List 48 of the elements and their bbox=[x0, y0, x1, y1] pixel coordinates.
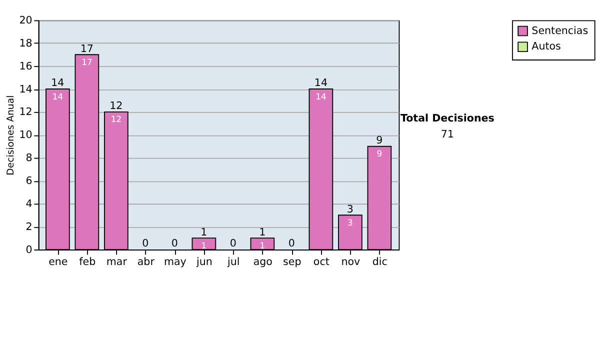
total-label: 0 bbox=[288, 238, 295, 250]
data-label: 12 bbox=[110, 114, 122, 124]
total-label: 14 bbox=[51, 77, 64, 90]
y-tick-label: 4 bbox=[26, 198, 32, 210]
data-label: 1 bbox=[201, 240, 207, 250]
y-tick-label: 14 bbox=[19, 83, 32, 96]
y-tick-label: 2 bbox=[26, 220, 32, 233]
total-label: 0 bbox=[171, 238, 178, 250]
legend-label: Autos bbox=[532, 40, 561, 53]
x-tick-label: dic bbox=[372, 256, 388, 268]
x-tick-label: jul bbox=[226, 256, 240, 268]
y-tick-label: 18 bbox=[19, 37, 32, 50]
total-label: 12 bbox=[110, 100, 123, 112]
x-tick-label: sep bbox=[283, 256, 302, 268]
y-tick-label: 16 bbox=[19, 60, 32, 72]
total-label: 0 bbox=[142, 238, 149, 250]
y-tick-label: 8 bbox=[26, 152, 32, 164]
data-label: 14 bbox=[316, 91, 326, 102]
y-tick-label: 10 bbox=[19, 129, 32, 142]
data-label: 17 bbox=[82, 56, 92, 67]
y-tick-label: 0 bbox=[26, 244, 32, 256]
y-tick-label: 12 bbox=[19, 106, 32, 118]
data-label: 3 bbox=[348, 217, 353, 228]
total-label: 1 bbox=[259, 226, 266, 238]
total-label: 1 bbox=[200, 226, 208, 238]
total-label: 3 bbox=[346, 203, 354, 216]
x-tick-label: feb bbox=[79, 256, 96, 268]
data-label: 9 bbox=[376, 148, 382, 159]
y-tick-label: 20 bbox=[19, 14, 32, 26]
text: Total Decisiones bbox=[400, 112, 494, 124]
legend-label: Sentencias bbox=[532, 24, 588, 37]
x-tick-label: abr bbox=[137, 256, 156, 268]
x-tick-label: ene bbox=[48, 256, 68, 268]
y-tick-label: 6 bbox=[26, 175, 32, 188]
x-tick-label: oct bbox=[313, 256, 330, 268]
x-tick-label: ago bbox=[253, 256, 272, 268]
y-axis-title: Decisiones Anual bbox=[6, 95, 17, 176]
total-label: 14 bbox=[314, 77, 328, 90]
total-label: 0 bbox=[230, 238, 236, 250]
data-label: 14 bbox=[52, 91, 64, 102]
x-tick-label: jun bbox=[195, 256, 212, 268]
text: 71 bbox=[440, 128, 454, 141]
x-tick-label: may bbox=[164, 256, 186, 268]
total-label: 17 bbox=[80, 42, 94, 55]
total-label: 9 bbox=[376, 134, 383, 147]
data-label: 1 bbox=[260, 240, 266, 250]
x-tick-label: mar bbox=[106, 256, 128, 268]
x-tick-label: nov bbox=[341, 256, 360, 268]
